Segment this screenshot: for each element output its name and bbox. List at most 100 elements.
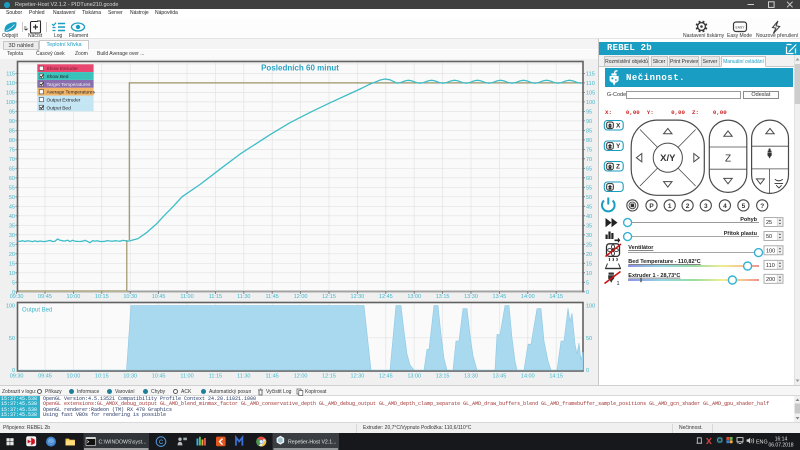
svg-text:35: 35	[586, 223, 592, 229]
svg-text:60: 60	[9, 176, 15, 182]
svg-text:P: P	[649, 203, 654, 210]
svg-text:0: 0	[12, 290, 15, 296]
svg-text:12:00: 12:00	[294, 294, 308, 300]
svg-text:Y: Y	[616, 143, 621, 150]
svg-text:11:30: 11:30	[237, 374, 250, 380]
svg-text:12:15: 12:15	[322, 374, 336, 380]
svg-text:90: 90	[586, 119, 592, 125]
svg-text:40: 40	[9, 214, 15, 220]
svg-text:45: 45	[586, 204, 592, 210]
svg-text:25: 25	[9, 242, 15, 248]
svg-text:10: 10	[586, 271, 592, 277]
svg-text:0: 0	[586, 368, 589, 374]
svg-text:06.07.2018: 06.07.2018	[768, 443, 793, 449]
svg-text:75: 75	[9, 147, 15, 153]
svg-text:12:45: 12:45	[379, 294, 393, 300]
svg-text:14:15: 14:15	[549, 294, 563, 300]
svg-text:X: X	[616, 123, 621, 130]
svg-text:90: 90	[9, 119, 15, 125]
svg-text:12:30: 12:30	[351, 294, 365, 300]
svg-text:80: 80	[9, 138, 15, 144]
svg-text:50: 50	[586, 195, 592, 201]
svg-text:10:15: 10:15	[95, 374, 109, 380]
svg-text:50: 50	[586, 336, 592, 342]
svg-text:4: 4	[723, 203, 727, 210]
svg-text:70: 70	[586, 157, 592, 163]
svg-text:100: 100	[586, 100, 595, 106]
svg-text:13:15: 13:15	[436, 374, 450, 380]
svg-text:Extruder 1 - 28,73°C: Extruder 1 - 28,73°C	[628, 273, 680, 279]
svg-text:12:30: 12:30	[351, 374, 365, 380]
svg-text:Bed Temperature - 110,82°C: Bed Temperature - 110,82°C	[628, 259, 700, 265]
svg-text:Output Bed: Output Bed	[22, 308, 52, 314]
svg-text:11:00: 11:00	[180, 294, 193, 300]
svg-text:10:30: 10:30	[123, 294, 137, 300]
svg-text:70: 70	[9, 157, 15, 163]
svg-text:50: 50	[766, 234, 772, 240]
svg-text:100: 100	[6, 304, 15, 310]
svg-text:10:00: 10:00	[67, 374, 81, 380]
svg-text:55: 55	[586, 185, 592, 191]
svg-text:105: 105	[6, 90, 15, 96]
svg-text:115: 115	[586, 71, 595, 77]
svg-text:15: 15	[9, 261, 15, 267]
svg-text:15: 15	[586, 261, 592, 267]
svg-text:11:45: 11:45	[266, 374, 279, 380]
svg-text:13:15: 13:15	[436, 294, 450, 300]
svg-text:09:30: 09:30	[10, 374, 24, 380]
svg-text:Show Bed: Show Bed	[47, 74, 69, 80]
svg-text:C:\WINDOWS\syst...: C:\WINDOWS\syst...	[99, 440, 147, 446]
svg-text:11:15: 11:15	[209, 374, 222, 380]
svg-text:11:30: 11:30	[237, 294, 250, 300]
svg-text:0: 0	[586, 290, 589, 296]
svg-text:3: 3	[704, 203, 708, 210]
svg-text:5: 5	[742, 203, 746, 210]
svg-text:100: 100	[766, 248, 775, 254]
svg-text:25: 25	[586, 242, 592, 248]
svg-text:16:14: 16:14	[775, 436, 788, 442]
svg-text:50: 50	[9, 195, 15, 201]
svg-text:13:45: 13:45	[493, 374, 507, 380]
svg-text:13:45: 13:45	[493, 294, 507, 300]
svg-text:Average Temperatures: Average Temperatures	[47, 90, 96, 96]
svg-text:35: 35	[9, 223, 15, 229]
svg-text:0: 0	[12, 368, 15, 374]
svg-text:10: 10	[9, 271, 15, 277]
svg-text:60: 60	[586, 176, 592, 182]
svg-text:100: 100	[6, 100, 15, 106]
svg-text:Přítok plastu: Přítok plastu	[724, 231, 757, 237]
svg-text:110: 110	[766, 263, 775, 269]
svg-text:25: 25	[766, 220, 772, 226]
svg-text:Repetier-Host V2.1...: Repetier-Host V2.1...	[288, 440, 336, 446]
svg-text:5: 5	[12, 280, 15, 286]
svg-text:13:30: 13:30	[464, 294, 478, 300]
svg-text:09:45: 09:45	[38, 294, 52, 300]
svg-text:1: 1	[617, 281, 620, 287]
svg-text:110: 110	[6, 81, 15, 87]
svg-text:11:15: 11:15	[209, 294, 222, 300]
svg-text:45: 45	[9, 204, 15, 210]
svg-text:50: 50	[9, 336, 15, 342]
svg-text:09:45: 09:45	[38, 374, 52, 380]
svg-text:Ventilátor: Ventilátor	[628, 245, 654, 251]
svg-text:13:00: 13:00	[407, 294, 421, 300]
svg-text:ENG: ENG	[756, 440, 768, 446]
svg-text:Output Bed: Output Bed	[47, 105, 72, 111]
svg-text:?: ?	[760, 203, 764, 210]
svg-text:105: 105	[586, 90, 595, 96]
svg-text:10:00: 10:00	[67, 294, 81, 300]
svg-text:115: 115	[6, 71, 15, 77]
svg-text:C: C	[159, 440, 164, 446]
svg-text:100: 100	[586, 304, 595, 310]
svg-text:09:30: 09:30	[10, 294, 24, 300]
svg-text:Pohyb: Pohyb	[740, 217, 757, 223]
svg-text:20: 20	[586, 252, 592, 258]
svg-text:13:00: 13:00	[407, 374, 421, 380]
svg-text:1: 1	[668, 203, 672, 210]
svg-text:10:30: 10:30	[123, 374, 137, 380]
svg-text:X/Y: X/Y	[660, 153, 676, 164]
svg-text:75: 75	[586, 147, 592, 153]
svg-text:14:15: 14:15	[549, 374, 563, 380]
svg-text:10:15: 10:15	[95, 294, 109, 300]
svg-text:Output Extruder: Output Extruder	[47, 98, 81, 104]
